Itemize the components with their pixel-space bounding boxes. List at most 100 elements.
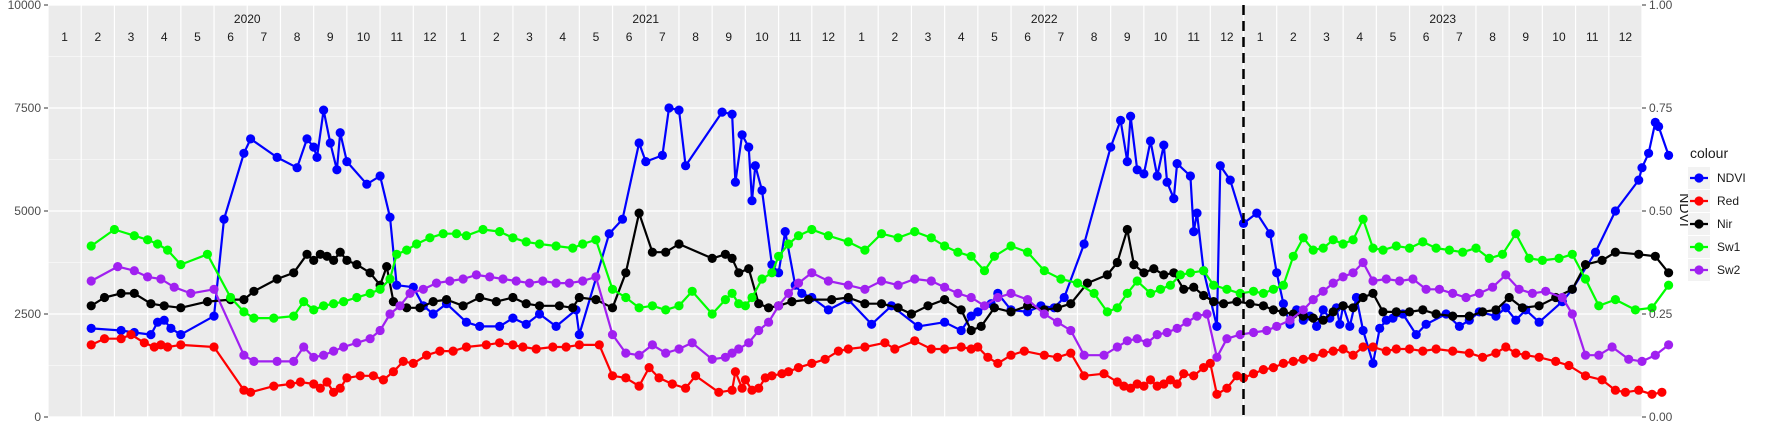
data-point-sw1 <box>1248 286 1259 296</box>
data-point-sw1 <box>1391 241 1401 251</box>
data-point-sw1 <box>375 284 385 294</box>
data-point-red <box>435 346 445 356</box>
data-point-nir <box>940 295 950 305</box>
data-point-ndvi <box>1126 111 1136 121</box>
data-point-ndvi <box>1358 325 1368 336</box>
data-point-nir <box>1189 282 1199 292</box>
data-point-red <box>1126 383 1136 393</box>
data-point-sw2 <box>445 276 455 286</box>
month-label: 12 <box>822 30 836 44</box>
data-point-red <box>1564 360 1574 371</box>
data-point-sw2 <box>1248 327 1259 338</box>
data-point-nir <box>1112 257 1122 268</box>
data-point-sw1 <box>860 245 870 255</box>
data-point-nir <box>382 262 392 272</box>
series-ndvi <box>86 103 1674 368</box>
data-point-sw2 <box>498 274 508 284</box>
month-label: 7 <box>1456 30 1463 44</box>
data-point-nir <box>441 295 452 305</box>
data-point-red <box>607 371 618 381</box>
month-label: 5 <box>194 30 201 44</box>
data-point-sw2 <box>1395 276 1405 286</box>
data-point-red <box>1165 375 1175 385</box>
data-point-sw1 <box>402 245 412 255</box>
data-point-ndvi <box>551 321 561 331</box>
legend-item-label: Red <box>1717 194 1739 208</box>
series-layer <box>86 103 1674 399</box>
y-left-tick-label: 0 <box>34 410 41 424</box>
data-point-red <box>548 342 558 352</box>
data-point-nir <box>1318 315 1328 325</box>
data-point-red <box>1328 346 1338 356</box>
data-point-sw1 <box>1006 241 1016 251</box>
data-point-ndvi <box>362 179 372 189</box>
data-point-sw1 <box>1404 243 1415 253</box>
data-point-red <box>126 330 136 340</box>
data-point-ndvi <box>1162 177 1172 187</box>
data-point-ndvi <box>1139 169 1149 179</box>
data-point-ndvi <box>246 134 256 144</box>
data-point-sw1 <box>767 268 777 278</box>
data-point-sw2 <box>774 301 784 311</box>
data-point-red <box>1431 344 1441 354</box>
data-point-sw2 <box>1298 305 1308 315</box>
data-point-nir <box>1534 301 1544 311</box>
data-point-sw2 <box>1650 350 1660 360</box>
data-point-nir <box>554 301 565 311</box>
data-point-sw1 <box>508 233 518 243</box>
data-point-ndvi <box>1278 299 1288 309</box>
data-point-ndvi <box>664 103 674 113</box>
data-point-red <box>860 342 870 352</box>
data-point-sw2 <box>1541 286 1551 296</box>
data-point-sw1 <box>352 292 362 303</box>
data-point-sw1 <box>989 251 1000 261</box>
data-point-sw1 <box>176 260 186 270</box>
data-point-red <box>1179 369 1189 379</box>
data-point-sw2 <box>754 325 764 336</box>
data-point-red <box>176 340 186 350</box>
data-point-ndvi <box>521 319 531 329</box>
data-point-nir <box>976 321 986 331</box>
data-point-sw2 <box>1381 274 1391 284</box>
data-point-sw1 <box>309 305 319 315</box>
data-point-sw1 <box>747 292 757 303</box>
data-point-sw2 <box>1328 278 1338 288</box>
data-point-sw2 <box>385 309 395 319</box>
data-point-nir <box>707 253 717 263</box>
y-left-tick-label: 5000 <box>14 204 41 218</box>
month-label: 4 <box>1356 30 1363 44</box>
month-label: 5 <box>1390 30 1397 44</box>
data-point-red <box>1610 385 1620 395</box>
data-point-red <box>1381 346 1391 356</box>
data-point-red <box>99 334 110 344</box>
data-point-ndvi <box>727 109 737 119</box>
data-point-nir <box>1431 309 1441 319</box>
data-point-sw1 <box>365 288 375 298</box>
data-point-nir <box>1129 260 1139 270</box>
data-point-nir <box>491 297 501 307</box>
data-point-nir <box>1102 270 1112 280</box>
data-point-red <box>940 344 950 354</box>
data-point-ndvi <box>604 229 614 239</box>
data-point-sw1 <box>1039 266 1049 276</box>
data-point-ndvi <box>239 148 249 158</box>
month-label: 2 <box>1290 30 1297 44</box>
data-point-sw2 <box>764 317 774 327</box>
data-point-nir <box>1517 303 1527 313</box>
data-point-nir <box>309 255 319 265</box>
data-point-ndvi <box>219 214 229 224</box>
data-point-red <box>1298 354 1308 364</box>
month-label: 10 <box>755 30 769 44</box>
data-point-sw2 <box>309 352 319 362</box>
data-point-sw2 <box>1461 292 1471 303</box>
data-point-sw1 <box>1318 243 1328 253</box>
data-point-ndvi <box>534 309 545 319</box>
data-point-sw1 <box>109 224 119 235</box>
data-point-sw2 <box>1580 350 1591 360</box>
data-point-sw2 <box>299 342 309 352</box>
data-point-sw1 <box>534 239 545 249</box>
data-point-sw1 <box>634 303 644 313</box>
data-point-sw2 <box>1557 292 1567 303</box>
data-point-red <box>993 358 1003 368</box>
data-point-red <box>1534 352 1544 362</box>
